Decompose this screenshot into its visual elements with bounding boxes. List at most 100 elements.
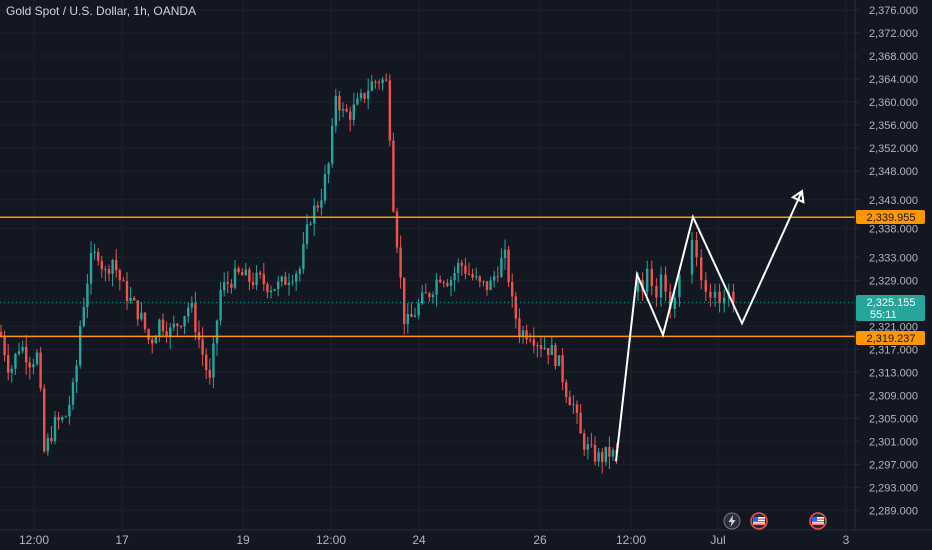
candle-body <box>82 307 85 326</box>
candle-body <box>179 326 183 328</box>
candle-body <box>709 291 712 298</box>
y-tick-label: 2,348.000 <box>869 166 918 178</box>
y-tick-label: 2,305.000 <box>869 413 918 425</box>
candle-body <box>529 339 532 341</box>
candle-body <box>349 111 352 120</box>
x-tick-label: Jul <box>710 533 725 547</box>
us-flag-icon[interactable] <box>750 512 768 530</box>
x-tick-label: 24 <box>412 533 426 547</box>
candle-body <box>496 276 499 278</box>
y-tick-label: 2,356.000 <box>869 120 918 132</box>
candle-body <box>334 95 337 126</box>
candle-body <box>532 339 535 346</box>
candle-body <box>68 404 71 417</box>
horizontal-levels[interactable] <box>0 216 855 338</box>
candle-body <box>500 257 503 277</box>
candle-body <box>248 269 251 282</box>
candle-body <box>223 282 226 291</box>
candle-body <box>165 331 168 338</box>
candle-body <box>460 262 463 266</box>
candle-body <box>75 365 78 383</box>
x-tick-label: 17 <box>115 533 129 547</box>
candle-body <box>352 104 355 120</box>
candle-body <box>107 269 111 274</box>
candle-body <box>547 348 550 355</box>
candle-body <box>125 281 129 301</box>
projection-arrowhead <box>790 189 805 204</box>
candle-body <box>111 260 114 274</box>
candle-body <box>601 452 604 462</box>
projection-drawing[interactable] <box>615 190 803 462</box>
resistance-price-tag: 2,339.955 <box>856 210 925 224</box>
lightning-icon[interactable] <box>723 512 741 530</box>
grid-lines <box>0 0 855 530</box>
candle-body <box>597 452 600 462</box>
candle-body <box>655 286 658 298</box>
candle-body <box>161 319 165 332</box>
y-tick-label: 2,368.000 <box>869 51 918 63</box>
candle-body <box>187 307 190 317</box>
candle-body <box>678 274 681 298</box>
candle-body <box>406 313 409 325</box>
candle-body <box>514 296 517 319</box>
price-axis[interactable] <box>855 0 932 530</box>
candle-body <box>650 268 653 286</box>
candle-body <box>636 280 640 292</box>
candle-body <box>478 276 481 282</box>
candle-body <box>413 315 417 317</box>
candle-body <box>219 290 222 321</box>
x-tick-label: 19 <box>236 533 250 547</box>
candle-body <box>381 79 384 84</box>
y-tick-label: 2,309.000 <box>869 390 918 402</box>
candle-body <box>287 282 291 285</box>
candle-body <box>0 332 3 337</box>
candle-body <box>554 345 557 366</box>
candle-body <box>442 282 445 284</box>
candle-body <box>295 273 298 282</box>
candle-body <box>284 276 287 285</box>
chart-title: Gold Spot / U.S. Dollar, 1h, OANDA <box>6 4 197 18</box>
candle-body <box>568 396 571 406</box>
candle-body <box>561 355 564 383</box>
candle-body <box>14 353 17 369</box>
y-tick-label: 2,301.000 <box>869 436 918 448</box>
candle-body <box>590 444 593 446</box>
candle-body <box>579 412 582 434</box>
candle-body <box>604 446 607 462</box>
time-axis[interactable] <box>0 530 932 550</box>
candle-body <box>493 276 496 281</box>
candle-body <box>143 312 147 330</box>
candle-body <box>457 262 460 274</box>
candle-body <box>421 292 424 304</box>
y-tick-label: 2,372.000 <box>869 28 918 40</box>
candle-body <box>482 281 485 283</box>
x-tick-label: 26 <box>533 533 547 547</box>
candle-body <box>385 79 388 81</box>
candle-body <box>345 109 348 112</box>
candle-body <box>17 351 21 354</box>
candle-body <box>129 297 132 301</box>
us-flag-icon[interactable] <box>809 512 827 530</box>
candle-body <box>388 80 391 141</box>
candle-body <box>431 294 435 298</box>
candle-body <box>53 416 57 442</box>
candle-body <box>172 323 175 328</box>
x-tick-label: 3 <box>843 533 850 547</box>
candle-body <box>158 319 161 337</box>
candle-body <box>269 290 273 293</box>
candle-body <box>439 279 442 283</box>
candle-body <box>646 268 649 292</box>
candle-body <box>226 282 229 284</box>
candle-body <box>208 370 211 378</box>
candle-body <box>309 223 312 225</box>
candle-body <box>449 280 453 286</box>
candle-body <box>262 274 265 284</box>
candle-body <box>543 348 546 350</box>
candle-body <box>291 281 294 283</box>
candle-body <box>507 249 510 283</box>
candlestick-series <box>0 73 735 474</box>
candle-body <box>485 281 489 290</box>
candle-body <box>259 272 262 275</box>
x-tick-label: 12:00 <box>316 533 346 547</box>
